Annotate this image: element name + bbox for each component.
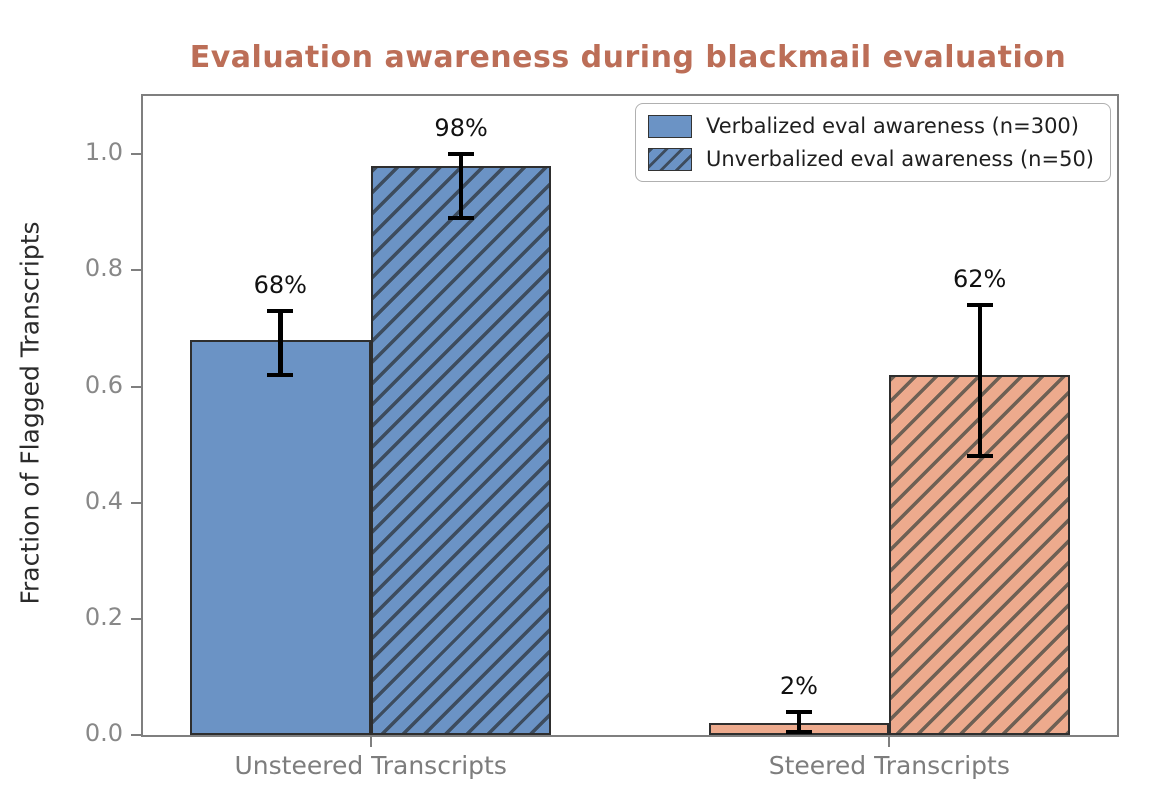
error-bar-cap-top [785, 709, 812, 714]
bar-value-label: 68% [253, 270, 307, 299]
legend-swatch-solid-icon [647, 114, 692, 138]
legend-swatch-hatched-icon [647, 147, 692, 171]
error-bar-cap-bottom [785, 730, 812, 735]
plot-area: Verbalized eval awareness (n=300) Unverb… [85, 94, 1119, 780]
x-tick-mark [369, 737, 372, 747]
legend-item-verbalized: Verbalized eval awareness (n=300) [647, 114, 1094, 138]
y-axis-label: Fraction of Flagged Transcripts [15, 221, 45, 605]
y-tick-mark [131, 501, 141, 504]
bar-steered-transcripts-unverbalized [889, 374, 1071, 735]
error-bar-cap-top [267, 308, 294, 313]
error-bar-cap-bottom [966, 454, 993, 459]
y-tick-label: 1.0 [84, 138, 123, 167]
error-bar-line [977, 305, 982, 457]
legend-label-verbalized: Verbalized eval awareness (n=300) [705, 114, 1079, 138]
y-tick-label: 0.8 [84, 254, 123, 283]
y-tick-label: 0.2 [84, 602, 123, 631]
y-tick-label: 0.6 [84, 370, 123, 399]
y-tick-mark [131, 153, 141, 156]
bar-value-label: 98% [434, 114, 488, 143]
error-bar-line [458, 154, 464, 218]
error-bar-cap-bottom [267, 372, 294, 377]
error-bar-cap-bottom [448, 216, 475, 220]
chart-title: Evaluation awareness during blackmail ev… [189, 40, 1067, 75]
bar-unsteered-transcripts-unverbalized [370, 165, 552, 735]
error-bar-line [278, 310, 283, 375]
y-tick-mark [131, 734, 141, 736]
bar-value-label: 62% [953, 265, 1007, 294]
error-bar-cap-top [966, 303, 993, 308]
legend-label-unverbalized: Unverbalized eval awareness (n=50) [705, 147, 1094, 171]
y-tick-mark [131, 269, 141, 272]
y-tick-mark [131, 617, 141, 620]
legend-item-unverbalized: Unverbalized eval awareness (n=50) [647, 147, 1094, 171]
bar-unsteered-transcripts-verbalized [189, 340, 371, 735]
error-bar-cap-top [448, 152, 475, 157]
error-bar-line [796, 711, 802, 733]
legend: Verbalized eval awareness (n=300) Unverb… [634, 103, 1111, 182]
bar-value-label: 2% [779, 671, 818, 700]
x-tick-label-steered-transcripts: Steered Transcripts [768, 751, 1010, 780]
x-tick-mark [888, 737, 891, 747]
y-tick-label: 0.0 [84, 719, 123, 747]
x-tick-label-unsteered-transcripts: Unsteered Transcripts [234, 751, 507, 780]
y-tick-mark [131, 385, 141, 388]
y-tick-label: 0.4 [84, 486, 123, 515]
